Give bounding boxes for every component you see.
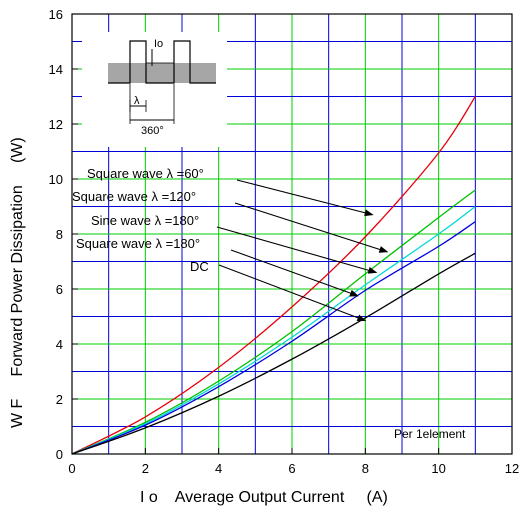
- annotation-arrow-4: [230, 249, 359, 297]
- inset-square-wave: [108, 40, 216, 84]
- per-element-note: Per 1element: [394, 427, 466, 441]
- series-line-4: [71, 221, 476, 455]
- inset-period-label: 360°: [141, 125, 164, 137]
- x-tick-label: 2: [142, 461, 149, 476]
- x-tick-label: 6: [288, 461, 295, 476]
- x-tick-label: 10: [431, 461, 445, 476]
- annotation-label-4: Square wave λ =180°: [76, 236, 200, 251]
- y-tick-label: 6: [56, 282, 63, 297]
- x-tick-label: 0: [68, 461, 75, 476]
- y-tick-label: 8: [56, 227, 63, 242]
- x-axis-title: I o Average Output Current (A): [140, 489, 388, 506]
- series-line-2: [71, 189, 476, 455]
- y-tick-label: 10: [49, 172, 63, 187]
- inset-shaded-band: [108, 63, 216, 83]
- annotation-label-5: DC: [190, 259, 209, 274]
- y-tick-label: 12: [49, 117, 63, 132]
- annotation-layer: Square wave λ =60° Square wave λ =120° Sin…: [72, 166, 389, 322]
- annotation-label-2: Square wave λ =120°: [72, 189, 196, 204]
- series-line-5: [71, 252, 476, 455]
- annotation-arrow-1: [236, 179, 374, 217]
- inset-io-label: Io: [154, 38, 163, 50]
- x-tick-label: 4: [215, 461, 222, 476]
- x-tick-label: 12: [505, 461, 519, 476]
- series-layer: [71, 96, 476, 455]
- y-tick-label: 0: [56, 447, 63, 462]
- y-tick-label: 14: [49, 62, 63, 77]
- y-axis-title: W F Forward Power Dissipation (W): [9, 137, 26, 428]
- ticks: 0 2 4 6 8 10 12 0 2 4 6 8 10 12 14 16: [49, 7, 519, 476]
- annotation-label-1: Square wave λ =60°: [87, 166, 204, 181]
- series-line-3: [71, 205, 476, 455]
- waveform-inset: Io λ 360°: [82, 32, 227, 147]
- series-line-1: [71, 96, 476, 455]
- y-tick-label: 2: [56, 392, 63, 407]
- x-tick-label: 8: [362, 461, 369, 476]
- annotation-arrow-2: [234, 202, 389, 253]
- annotation-label-3: Sine wave λ =180°: [91, 213, 199, 228]
- y-tick-label: 4: [56, 337, 63, 352]
- annotation-arrow-5: [218, 264, 367, 322]
- inset-lambda-label: λ: [134, 95, 140, 107]
- annotation-arrow-3: [216, 226, 378, 274]
- y-tick-label: 16: [49, 7, 63, 22]
